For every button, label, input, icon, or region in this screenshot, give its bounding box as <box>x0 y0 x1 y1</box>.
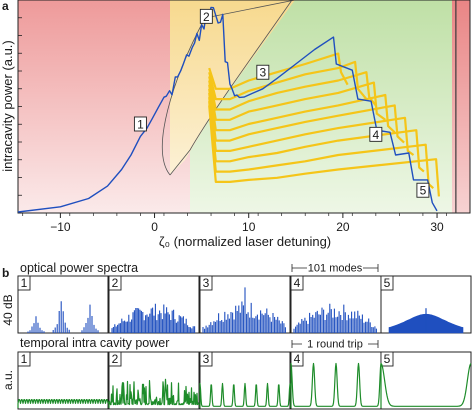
panel-a-xlabel: ζ₀ (normalized laser detuning) <box>159 234 331 249</box>
panel-a-regions <box>18 0 470 213</box>
spectrum-lines <box>293 303 377 333</box>
region-red-right <box>452 0 470 213</box>
state-marker-5: 5 <box>416 182 430 198</box>
spectrum-panel-label-box <box>290 275 304 291</box>
temporal-panel-5: 5 <box>380 351 472 410</box>
temporal-trace <box>199 382 291 408</box>
spectrum-panel-label-box <box>108 275 122 291</box>
spectrum-lines <box>27 301 99 333</box>
temporal-panel-label: 2 <box>112 352 119 366</box>
spectra-ylabel: 40 dB <box>1 294 15 325</box>
state-marker-box <box>133 116 147 132</box>
temporal-panel-frame <box>199 351 291 410</box>
spectrum-panel-label-box <box>199 275 213 291</box>
yellow-series-5 <box>208 84 396 134</box>
x-tick-label: −10 <box>50 220 71 234</box>
state-marker-4: 4 <box>369 126 383 142</box>
temporal-panel-label-box <box>108 351 122 367</box>
x-tick-label: 20 <box>336 220 350 234</box>
temporal-trace <box>108 378 200 408</box>
panel-a-markers: 1 2 3 4 5 <box>133 8 430 198</box>
spectrum-panel-label: 3 <box>203 276 210 290</box>
x-tick-label: 10 <box>242 220 256 234</box>
spectrum-panel-4: 4 <box>290 275 382 334</box>
spectrum-panel-label-box <box>380 275 394 291</box>
temporal-panel-1: 1 <box>17 351 109 410</box>
state-marker-label: 4 <box>372 128 379 142</box>
yellow-series-9 <box>208 101 435 190</box>
yellow-series-7 <box>208 92 415 156</box>
panel-a-letter: a <box>2 0 9 13</box>
state-marker-label: 3 <box>259 66 266 80</box>
state-marker-label: 1 <box>137 117 144 131</box>
state-marker-3: 3 <box>256 64 270 80</box>
spectra-title: optical power spectra <box>20 261 138 275</box>
temporal-trace <box>380 362 472 408</box>
spectrum-panel-label: 4 <box>294 276 301 290</box>
spectrum-panel-label-box <box>17 275 31 291</box>
state-marker-label: 5 <box>420 184 427 198</box>
spectrum-panel-label: 1 <box>21 276 28 290</box>
temporal-panel-label: 5 <box>384 352 391 366</box>
spectra-span-label: 101 modes <box>308 263 363 275</box>
temporal-panels: 1 2 3 4 5 <box>17 351 472 410</box>
yellow-series-6 <box>208 88 405 144</box>
temporal-span: 1 round trip <box>291 337 379 351</box>
temporal-panel-label: 4 <box>294 352 301 366</box>
state-marker-label: 2 <box>203 10 210 24</box>
spectrum-panel-2: 2 <box>108 275 200 334</box>
temporal-panel-frame <box>380 351 472 410</box>
yellow-series-10 <box>208 105 440 197</box>
temporal-panel-label-box <box>199 351 213 367</box>
state-marker-box <box>199 8 213 24</box>
spectra-span: 101 modes <box>291 261 379 275</box>
temporal-panel-label: 3 <box>203 352 210 366</box>
x-tick-label: 0 <box>151 220 158 234</box>
spectrum-panel-label: 5 <box>384 276 391 290</box>
panel-a-ylabel: intracavity power (a.u.) <box>0 40 15 172</box>
yellow-series-8 <box>208 96 425 173</box>
state-marker-2: 2 <box>199 8 213 24</box>
temporal-panel-label-box <box>17 351 31 367</box>
temporal-ylabel: a.u. <box>1 370 15 390</box>
temporal-trace <box>290 362 382 408</box>
temporal-span-label-bg <box>302 337 368 350</box>
temporal-panel-label-box <box>380 351 394 367</box>
spectrum-panel-label: 2 <box>112 276 119 290</box>
x-tick-label: 30 <box>430 220 444 234</box>
spectrum-lines <box>111 303 196 333</box>
panel-a-axes: −10 0 10 20 30 <box>17 0 471 234</box>
temporal-span-label: 1 round trip <box>307 339 363 351</box>
state-marker-1: 1 <box>133 116 147 132</box>
temporal-panel-4: 4 <box>290 351 382 410</box>
spectrum-lines <box>202 287 286 333</box>
temporal-panel-frame <box>17 351 109 410</box>
state-marker-box <box>256 64 270 80</box>
spectrum-panel-3: 3 <box>199 275 291 334</box>
blue-series <box>18 6 438 213</box>
state-marker-box <box>369 126 383 142</box>
temporal-panel-3: 3 <box>199 351 291 410</box>
temporal-panel-label-box <box>290 351 304 367</box>
panel-a-series <box>18 6 440 213</box>
temporal-panel-frame <box>290 351 382 410</box>
temporal-trace <box>17 399 109 408</box>
panel-b-letter: b <box>2 266 9 280</box>
spectra-panels: 1 2 3 4 5 <box>17 275 472 334</box>
state-marker-box <box>416 182 430 198</box>
spectrum-panel-1: 1 <box>17 275 109 334</box>
spectrum-panel-5: 5 <box>380 275 472 334</box>
temporal-panel-label: 1 <box>21 352 28 366</box>
spectra-span-label-bg <box>307 261 363 274</box>
temporal-panel-2: 2 <box>108 351 200 410</box>
temporal-title: temporal intra cavity power <box>20 336 169 350</box>
